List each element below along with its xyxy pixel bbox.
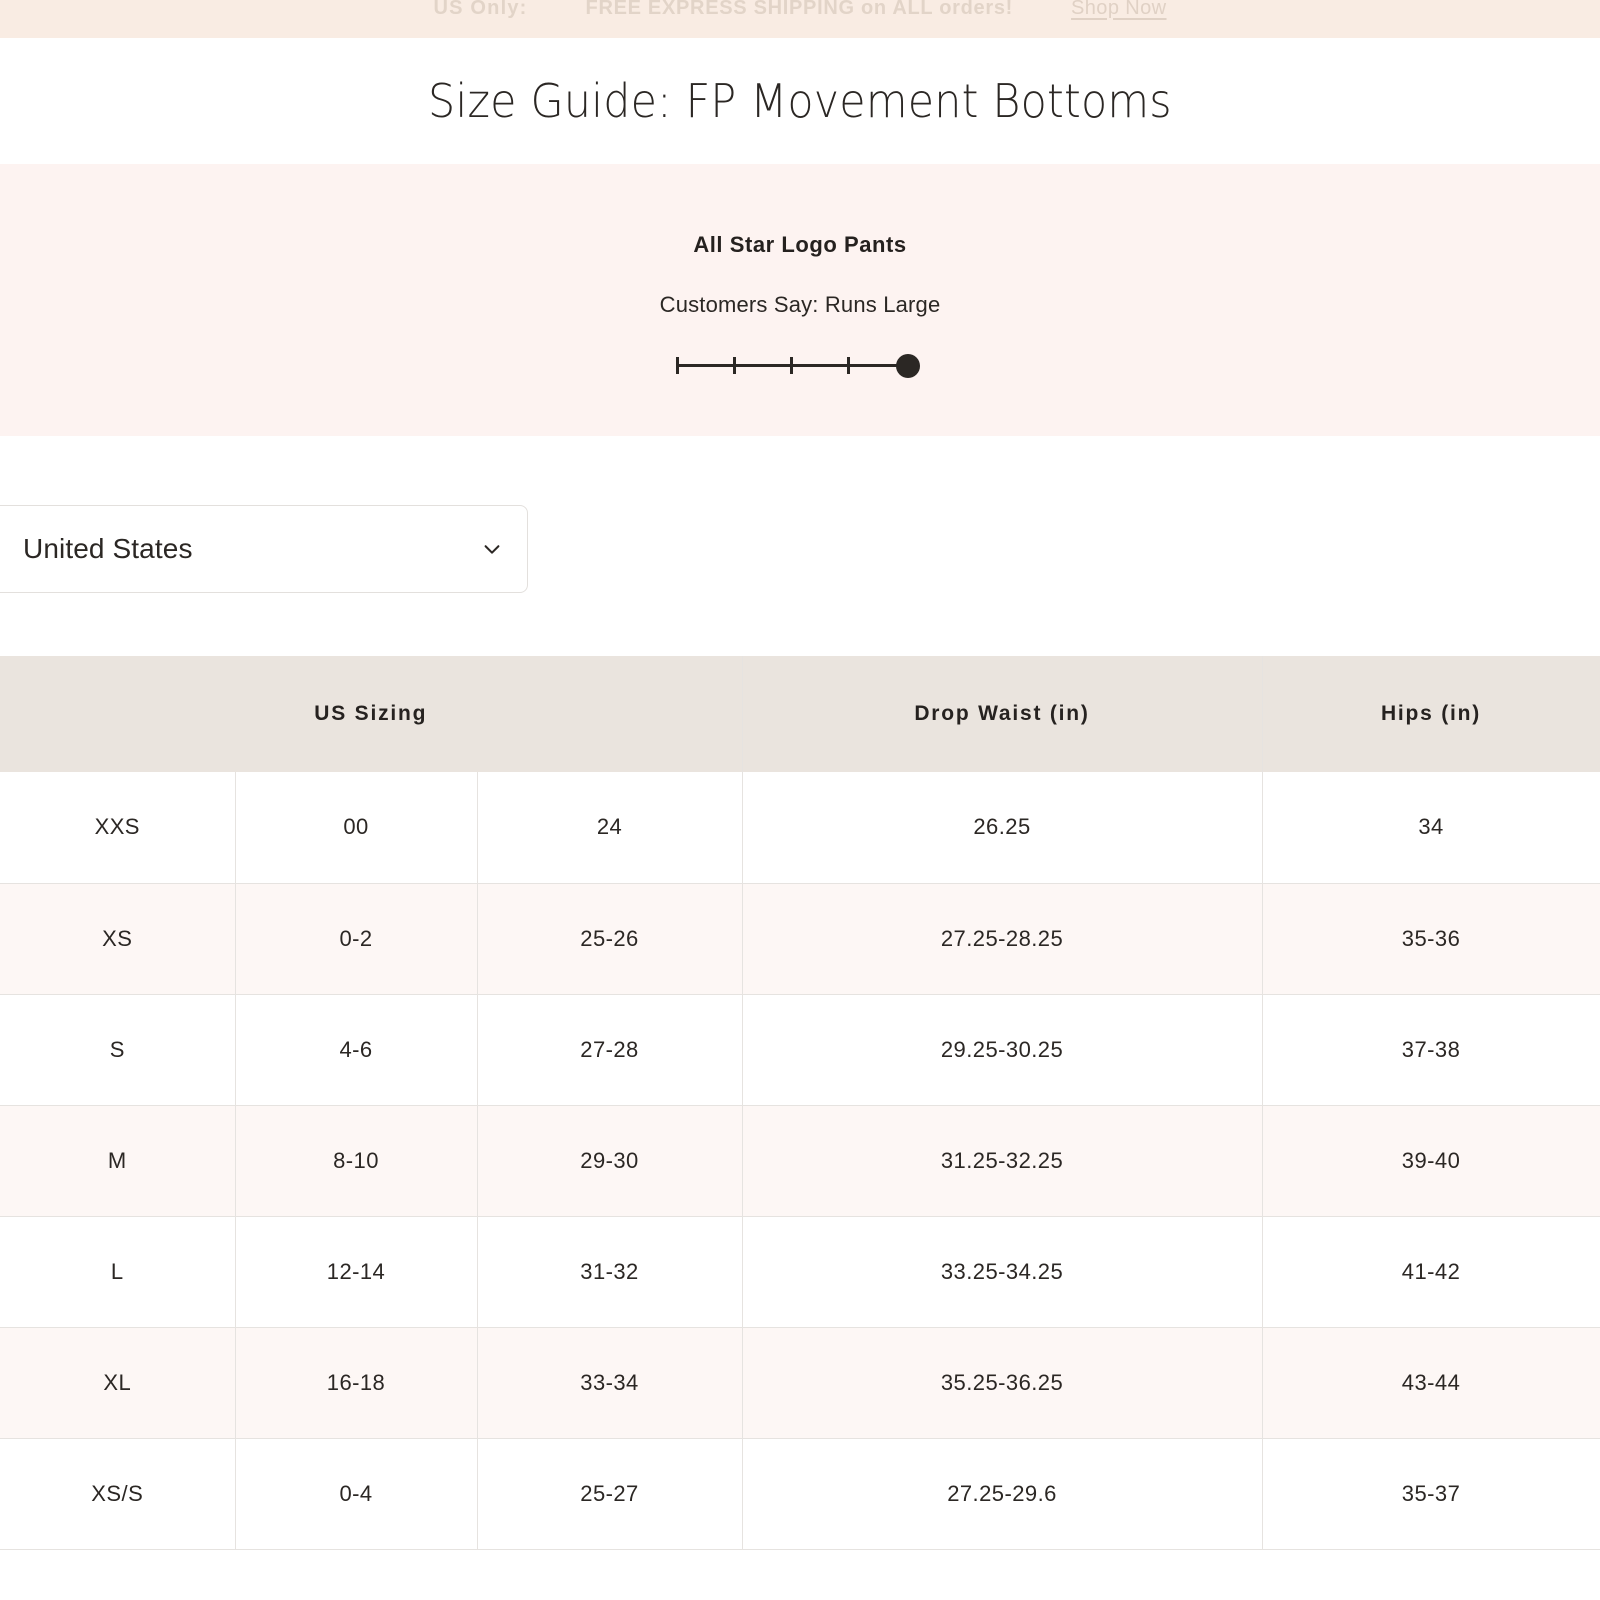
- cell-size: XS/S: [0, 1438, 236, 1550]
- cell-drop-waist: 29.25-30.25: [742, 994, 1263, 1106]
- region-selector-section: United States: [0, 436, 1600, 656]
- fit-verdict-text: Customers Say: Runs Large: [659, 292, 941, 317]
- cell-numeric-size: 8-10: [235, 1105, 478, 1217]
- product-name: All Star Logo Pants: [693, 232, 907, 257]
- cell-waist: 24: [477, 772, 743, 884]
- cell-hips: 34: [1262, 772, 1600, 884]
- cell-drop-waist: 27.25-29.6: [742, 1438, 1263, 1550]
- cell-numeric-size: 16-18: [235, 1327, 478, 1439]
- chevron-down-icon: [481, 538, 503, 560]
- cell-size: XL: [0, 1327, 236, 1439]
- table-row: L 12-14 31-32 33.25-34.25 41-42: [0, 1216, 1600, 1328]
- shop-now-link[interactable]: Shop Now: [1071, 0, 1167, 19]
- cell-numeric-size: 4-6: [235, 994, 478, 1106]
- cell-waist: 25-26: [477, 883, 743, 995]
- cell-numeric-size: 0-2: [235, 883, 478, 995]
- promo-message: FREE EXPRESS SHIPPING on ALL orders!: [585, 0, 1014, 19]
- cell-drop-waist: 27.25-28.25: [742, 883, 1263, 995]
- size-chart-head: US Sizing Drop Waist (in) Hips (in): [0, 656, 1600, 772]
- fit-scale-tick-2: [733, 357, 736, 374]
- cell-waist: 27-28: [477, 994, 743, 1106]
- cell-size: XS: [0, 883, 236, 995]
- cell-numeric-size: 00: [235, 772, 478, 884]
- size-chart-table: US Sizing Drop Waist (in) Hips (in) XXS 0…: [0, 656, 1600, 1550]
- cell-drop-waist: 33.25-34.25: [742, 1216, 1263, 1328]
- cell-hips: 43-44: [1262, 1327, 1600, 1439]
- fit-scale-tick-4: [847, 357, 850, 374]
- cell-hips: 35-36: [1262, 883, 1600, 995]
- column-header-us-sizing: US Sizing: [0, 656, 743, 772]
- region-select[interactable]: United States: [0, 505, 528, 593]
- table-row: S 4-6 27-28 29.25-30.25 37-38: [0, 994, 1600, 1106]
- fit-scale-tick-1: [676, 357, 679, 374]
- cell-drop-waist: 31.25-32.25: [742, 1105, 1263, 1217]
- cell-drop-waist: 26.25: [742, 772, 1263, 884]
- table-row: XS 0-2 25-26 27.25-28.25 35-36: [0, 883, 1600, 995]
- cell-hips: 41-42: [1262, 1216, 1600, 1328]
- cell-numeric-size: 0-4: [235, 1438, 478, 1550]
- table-row: M 8-10 29-30 31.25-32.25 39-40: [0, 1105, 1600, 1217]
- table-row: XXS 00 24 26.25 34: [0, 772, 1600, 884]
- cell-hips: 37-38: [1262, 994, 1600, 1106]
- cell-hips: 39-40: [1262, 1105, 1600, 1217]
- title-section: Size Guide: FP Movement Bottoms: [0, 38, 1600, 164]
- size-chart-header-row: US Sizing Drop Waist (in) Hips (in): [0, 656, 1600, 772]
- cell-drop-waist: 35.25-36.25: [742, 1327, 1263, 1439]
- fit-scale-tick-3: [790, 357, 793, 374]
- cell-waist: 25-27: [477, 1438, 743, 1550]
- cell-numeric-size: 12-14: [235, 1216, 478, 1328]
- cell-waist: 31-32: [477, 1216, 743, 1328]
- fit-scale: [674, 350, 926, 380]
- promo-label: US Only:: [433, 0, 528, 19]
- region-select-value: United States: [23, 533, 193, 564]
- column-header-hips: Hips (in): [1262, 656, 1600, 772]
- table-row: XL 16-18 33-34 35.25-36.25 43-44: [0, 1327, 1600, 1439]
- cell-waist: 29-30: [477, 1105, 743, 1217]
- product-fit-section: All Star Logo Pants Customers Say: Runs …: [0, 164, 1600, 436]
- cell-size: XXS: [0, 772, 236, 884]
- size-chart-body: XXS 00 24 26.25 34 XS 0-2 25-26 27.25-28.25 35-36…: [0, 772, 1600, 1550]
- cell-size: S: [0, 994, 236, 1106]
- cell-waist: 33-34: [477, 1327, 743, 1439]
- column-header-drop-waist: Drop Waist (in): [742, 656, 1263, 772]
- table-row: XS/S 0-4 25-27 27.25-29.6 35-37: [0, 1438, 1600, 1550]
- fit-scale-marker: [896, 354, 920, 378]
- cell-size: L: [0, 1216, 236, 1328]
- page-title: Size Guide: FP Movement Bottoms: [428, 74, 1172, 128]
- cell-size: M: [0, 1105, 236, 1217]
- cell-hips: 35-37: [1262, 1438, 1600, 1550]
- promo-banner: US Only: FREE EXPRESS SHIPPING on ALL or…: [0, 0, 1600, 38]
